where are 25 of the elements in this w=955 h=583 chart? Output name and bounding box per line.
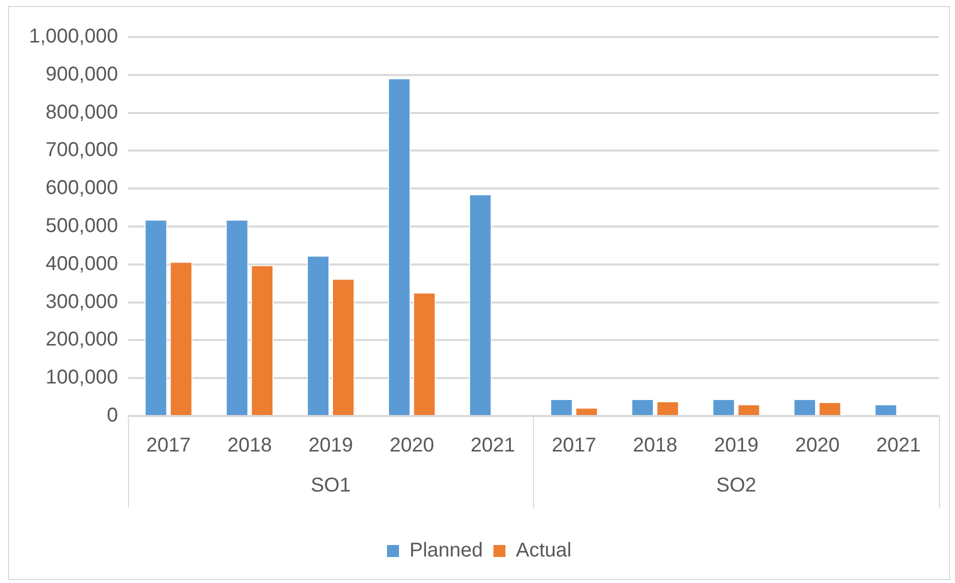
x-tick-label: 2017 (552, 434, 596, 457)
x-tick-label: 2021 (876, 434, 921, 457)
y-tick-label: 1,000,000 (28, 26, 118, 48)
legend-label: Planned (410, 540, 483, 562)
x-tick-label: 2018 (227, 434, 272, 457)
text: SO1 (310, 474, 351, 497)
text: SO2 (716, 474, 756, 497)
y-tick-label: 700,000 (46, 139, 118, 162)
y-tick-label: 500,000 (46, 215, 118, 238)
x-tick-label: 2021 (470, 434, 516, 457)
legend-label: Actual (516, 540, 572, 562)
x-tick-label: 2019 (714, 434, 758, 457)
y-tick-label: 300,000 (46, 290, 118, 313)
y-tick-label: 600,000 (46, 177, 118, 200)
y-tick-label: 400,000 (46, 252, 118, 275)
x-tick-label: 2019 (308, 434, 353, 457)
y-tick-label: 200,000 (46, 328, 118, 351)
x-tick-label: 2020 (795, 434, 840, 457)
y-tick-label: 800,000 (46, 101, 118, 124)
y-tick-label: 100,000 (46, 366, 118, 389)
x-tick-label: 2020 (390, 434, 434, 457)
x-tick-label: 2018 (632, 434, 678, 457)
y-tick-label: 900,000 (46, 63, 118, 86)
x-tick-label: 2017 (146, 434, 191, 457)
y-tick-label: 0 (106, 404, 118, 427)
